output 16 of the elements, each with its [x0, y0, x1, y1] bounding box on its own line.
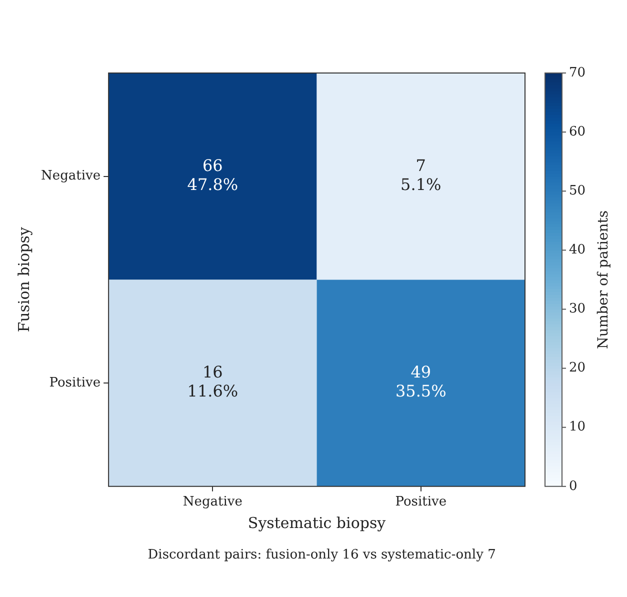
color-bar-title: Number of patients: [596, 210, 612, 349]
data-label: 49 35.5%: [395, 362, 446, 401]
color-bar-label: 10: [569, 420, 586, 435]
x-axis-title: Systematic biopsy: [248, 514, 386, 532]
color-bar-label: 20: [569, 360, 586, 376]
color-bar-label: 30: [569, 302, 586, 317]
color-bar-label: 50: [569, 183, 586, 198]
data-label: 66 47.8%: [187, 156, 238, 194]
color-bar-label: 70: [569, 65, 586, 80]
color-bar-label: 60: [569, 124, 586, 140]
color-bar-label: 0: [569, 478, 578, 494]
color-bar-label: 40: [569, 242, 586, 258]
y-axis-title: Fusion biopsy: [14, 226, 33, 332]
data-label: 16 11.6%: [187, 362, 238, 401]
data-label: 7 5.1%: [400, 156, 442, 194]
text: Discordant pairs: fusion-only 16 vs systematic-only 7: [148, 547, 496, 562]
